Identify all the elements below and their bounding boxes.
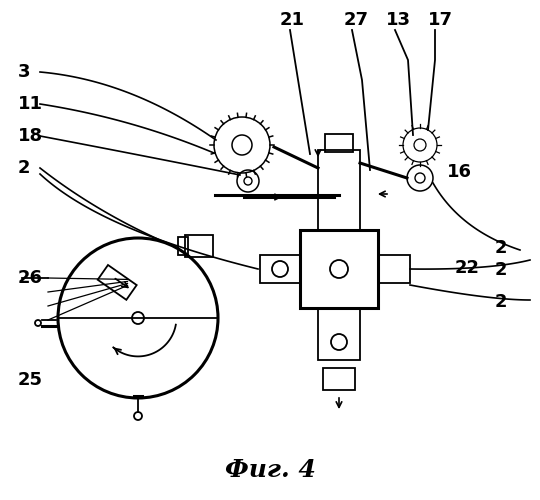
Text: 13: 13 [386,11,411,29]
Bar [318,308,360,360]
Text: 26: 26 [18,269,43,287]
Text: 21: 21 [280,11,305,29]
Text: 18: 18 [18,127,43,145]
Bar [323,368,355,390]
Text: 3: 3 [18,63,30,81]
Bar [325,134,353,152]
Bar [300,230,378,308]
Text: 2: 2 [495,261,508,279]
Text: Фиг. 4: Фиг. 4 [225,458,315,482]
Text: 2: 2 [495,293,508,311]
Text: 25: 25 [18,371,43,389]
Bar [378,255,410,283]
Text: 16: 16 [447,163,472,181]
Text: 2: 2 [495,239,508,257]
Bar [185,235,213,257]
Text: 27: 27 [344,11,369,29]
Bar [318,150,360,230]
Text: 2: 2 [18,159,30,177]
Bar [178,237,188,255]
Text: 11: 11 [18,95,43,113]
Circle shape [134,412,142,420]
Bar [260,255,300,283]
Text: 17: 17 [428,11,453,29]
Text: 22: 22 [455,259,480,277]
